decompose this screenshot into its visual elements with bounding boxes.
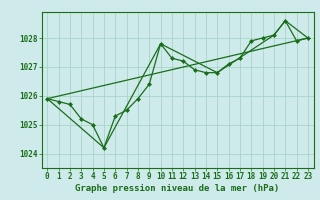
X-axis label: Graphe pression niveau de la mer (hPa): Graphe pression niveau de la mer (hPa) — [76, 184, 280, 193]
